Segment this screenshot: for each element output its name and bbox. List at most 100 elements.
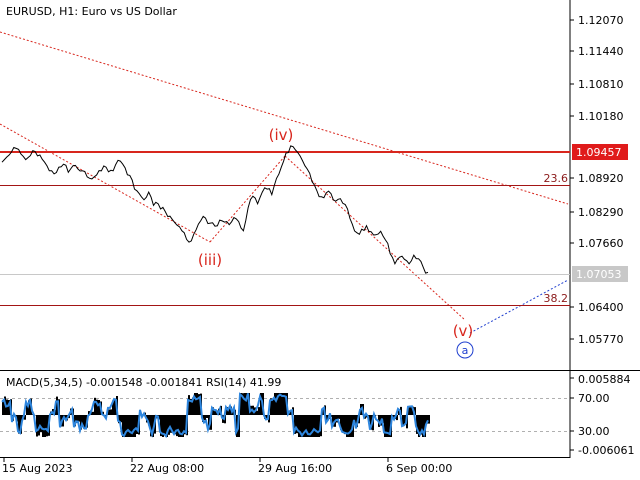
description-label: Euro vs US Dollar (82, 5, 178, 18)
macd-bar (270, 398, 272, 415)
macd-bar (290, 409, 292, 415)
wave-iv-v-line[interactable] (284, 155, 466, 321)
macd-bar (88, 411, 90, 415)
macd-bar (46, 415, 48, 437)
macd-bar (246, 393, 248, 415)
macd-bar (162, 415, 164, 437)
macd-bar (294, 415, 296, 434)
macd-bar (420, 415, 422, 435)
macd-bar (302, 415, 304, 437)
price-axis: 1.12070 1.11440 1.10810 1.10180 1.08920 … (570, 14, 624, 346)
macd-bar (184, 415, 186, 435)
macd-bar (310, 415, 312, 437)
macd-bar (136, 415, 138, 434)
macd-bar (192, 397, 194, 415)
macd-bar (298, 415, 300, 437)
macd-bar (410, 406, 412, 415)
macd-bar (350, 415, 352, 437)
macd-bar (396, 415, 398, 421)
macd-bar (278, 393, 280, 415)
macd-bar (118, 415, 120, 424)
macd-bar (414, 407, 416, 415)
price-tick-label: 1.08920 (578, 172, 624, 185)
macd-bar (418, 415, 420, 437)
macd-bar (56, 396, 58, 415)
price-series-line[interactable] (1, 145, 429, 274)
price-tick-label: 1.10180 (578, 110, 624, 123)
macd-bar (96, 399, 98, 415)
macd-bar (6, 399, 8, 415)
macd-bar (134, 415, 136, 437)
macd-bar (130, 415, 132, 437)
macd-bar (166, 415, 168, 437)
macd-bar (84, 415, 86, 430)
indicator-title: MACD(5,34,5) -0.001548 -0.001841 RSI(14)… (6, 376, 281, 389)
macd-bar (276, 393, 278, 415)
macd-bar (296, 415, 298, 434)
wave-v-label: (v) (453, 322, 474, 340)
macd-bar (322, 407, 324, 415)
macd-bar (340, 415, 342, 430)
fib-382-label: 38.2 (544, 292, 569, 305)
price-tick-label: 1.07660 (578, 237, 624, 250)
macd-bar (132, 415, 134, 437)
indicator-axis-label: 30.00 (578, 425, 610, 438)
macd-bar (224, 415, 226, 424)
wave-a-label: a (462, 344, 469, 357)
macd-bar (198, 394, 200, 415)
macd-bar (332, 415, 334, 427)
macd-bar (346, 415, 348, 437)
time-tick-label: 22 Aug 08:00 (130, 462, 204, 475)
macd-bar (164, 415, 166, 435)
macd-bar (402, 415, 404, 427)
upper-trend-line[interactable] (0, 31, 569, 205)
macd-bar (258, 407, 260, 415)
macd-bar (386, 415, 388, 437)
macd-bar (370, 415, 372, 430)
indicator-axis-label: -0.006061 (578, 444, 634, 457)
macd-bar (82, 415, 84, 428)
macd-bar (240, 393, 242, 415)
macd-bar (114, 399, 116, 415)
macd-bar (92, 411, 94, 415)
macd-bar (172, 415, 174, 433)
macd-bar (354, 415, 356, 424)
macd-bar (128, 415, 130, 437)
indicator-axis: 0.005884 70.00 30.00 -0.006061 (570, 373, 634, 457)
macd-bar (326, 415, 328, 422)
macd-bar (404, 415, 406, 424)
macd-bar (306, 415, 308, 437)
macd-bar (196, 393, 198, 415)
macd-bar (274, 393, 276, 415)
time-tick-label: 6 Sep 00:00 (386, 462, 452, 475)
macd-bar (24, 415, 26, 420)
wave-iii-iv-line[interactable] (209, 155, 286, 243)
macd-bar (28, 400, 30, 415)
macd-bar (182, 415, 184, 437)
macd-bar (228, 408, 230, 415)
macd-bar (160, 415, 162, 437)
macd-bar (284, 393, 286, 415)
resistance-price-tag-text: 1.09457 (576, 146, 622, 159)
projection-line[interactable] (469, 279, 569, 334)
macd-bar (38, 415, 40, 436)
indicator-axis-label: 70.00 (578, 392, 610, 405)
macd-bar (204, 415, 206, 421)
macd-bar (102, 411, 104, 415)
macd-bar (120, 415, 122, 423)
timeframe-label: H1: (59, 5, 78, 18)
macd-bar (244, 393, 246, 415)
macd-bar (316, 415, 318, 437)
macd-bar (108, 409, 110, 415)
macd-bar (428, 415, 430, 424)
macd-bar (416, 415, 418, 434)
macd-bar (266, 415, 268, 419)
macd-bar (212, 407, 214, 415)
macd-bar (122, 415, 124, 437)
macd-bar (170, 415, 172, 433)
macd-bar (178, 415, 180, 437)
macd-bar (408, 406, 410, 415)
indicator-panel[interactable] (0, 392, 570, 439)
macd-bar (174, 415, 176, 435)
macd-bar (124, 415, 126, 437)
